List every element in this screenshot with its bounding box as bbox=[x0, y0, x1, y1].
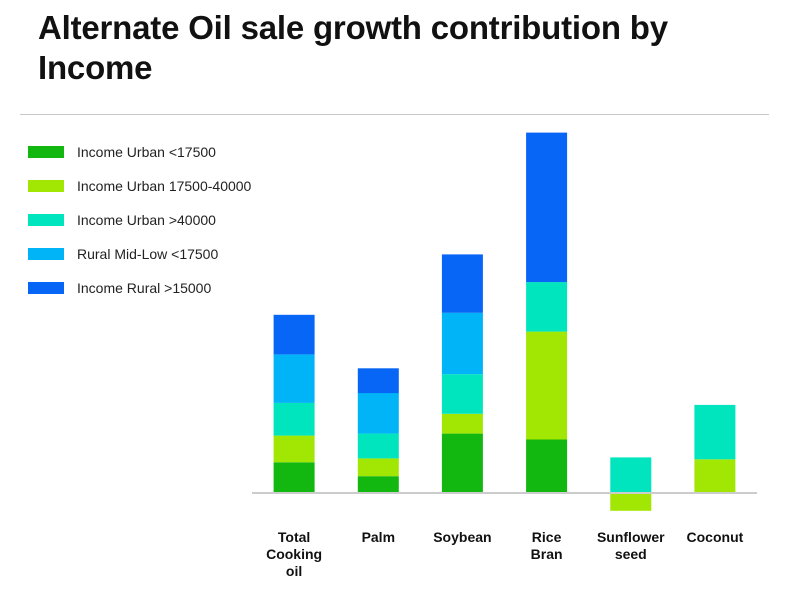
x-tick-label: Palm bbox=[362, 529, 395, 545]
bar-segment bbox=[526, 132, 568, 283]
chart-title: Alternate Oil sale growth contribution b… bbox=[38, 9, 668, 86]
x-tick-label-line: oil bbox=[286, 563, 302, 579]
legend-item: Income Urban >40000 bbox=[28, 203, 251, 237]
legend-item: Income Urban 17500-40000 bbox=[28, 169, 251, 203]
bar-segment bbox=[526, 439, 568, 493]
bar-segment bbox=[441, 374, 483, 414]
bar-segment bbox=[273, 402, 315, 436]
x-tick-label-line: seed bbox=[615, 546, 647, 562]
bar-segment bbox=[441, 254, 483, 313]
bar-segment bbox=[441, 413, 483, 434]
x-tick-label-line: Palm bbox=[362, 529, 395, 545]
chart-legend: Income Urban <17500 Income Urban 17500-4… bbox=[28, 135, 251, 305]
category-labels: Total Cooking oil Palm Soybean Rice Bran Sunflo… bbox=[266, 529, 744, 579]
x-tick-label: Coconut bbox=[687, 529, 744, 545]
bar-segment bbox=[273, 462, 315, 493]
x-tick-label: Rice Bran bbox=[531, 529, 563, 562]
legend-swatch bbox=[28, 214, 64, 226]
bar-segment bbox=[526, 331, 568, 440]
legend-label: Income Rural >15000 bbox=[77, 280, 212, 296]
x-tick-label: Soybean bbox=[433, 529, 491, 545]
bar-segment bbox=[273, 354, 315, 403]
x-tick-label-line: Soybean bbox=[433, 529, 491, 545]
bar-segment bbox=[273, 435, 315, 463]
bar-segment bbox=[357, 458, 399, 477]
x-tick-label-line: Coconut bbox=[687, 529, 744, 545]
x-tick-label-line: Sunflower bbox=[597, 529, 665, 545]
bar-segment bbox=[610, 457, 652, 493]
bar-segment bbox=[357, 433, 399, 459]
bar-segment bbox=[441, 433, 483, 493]
bar-segment bbox=[273, 314, 315, 355]
legend-label: Rural Mid-Low <17500 bbox=[77, 246, 219, 262]
legend-swatch bbox=[28, 146, 64, 158]
legend-item: Rural Mid-Low <17500 bbox=[28, 237, 251, 271]
legend-item: Income Rural >15000 bbox=[28, 271, 251, 305]
bar-segment bbox=[610, 493, 652, 511]
bar-group bbox=[273, 132, 736, 511]
bar-segment bbox=[357, 368, 399, 394]
legend-item: Income Urban <17500 bbox=[28, 135, 251, 169]
legend-label: Income Urban <17500 bbox=[77, 144, 216, 160]
bar-segment bbox=[526, 282, 568, 332]
bar-segment bbox=[441, 312, 483, 375]
bar-segment bbox=[694, 404, 736, 460]
legend-swatch bbox=[28, 180, 64, 192]
x-tick-label-line: Bran bbox=[531, 546, 563, 562]
bar-segment bbox=[357, 393, 399, 434]
legend-label: Income Urban >40000 bbox=[77, 212, 216, 228]
x-tick-label-line: Rice bbox=[532, 529, 562, 545]
bar-segment bbox=[357, 476, 399, 493]
x-tick-label: Total Cooking oil bbox=[266, 529, 322, 579]
title-divider bbox=[20, 114, 769, 115]
legend-swatch bbox=[28, 248, 64, 260]
x-tick-label-line: Cooking bbox=[266, 546, 322, 562]
bar-segment bbox=[694, 459, 736, 493]
legend-label: Income Urban 17500-40000 bbox=[77, 178, 252, 194]
x-tick-label-line: Total bbox=[278, 529, 310, 545]
legend-swatch bbox=[28, 282, 64, 294]
x-tick-label: Sunflower seed bbox=[597, 529, 665, 562]
